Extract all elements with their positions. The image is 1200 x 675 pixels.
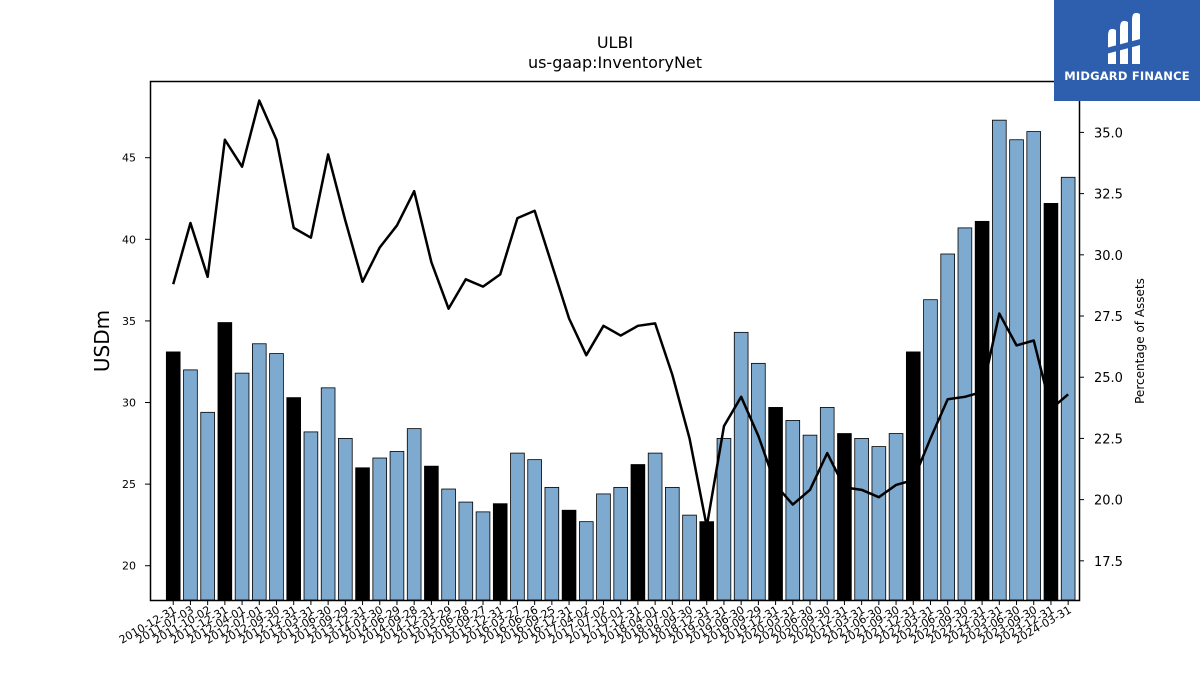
bar	[441, 488, 456, 601]
bar	[578, 521, 594, 601]
bar	[905, 351, 921, 601]
bar	[217, 322, 233, 601]
y-tick-label: 20	[122, 560, 136, 573]
bar	[372, 457, 388, 601]
bar	[269, 353, 284, 601]
y-axis: 20 25 30 35 40 45	[122, 152, 150, 573]
y2-tick-label: 35.0	[1094, 126, 1123, 141]
bar	[768, 407, 783, 601]
bar	[492, 503, 508, 601]
bar	[957, 227, 973, 601]
bar	[647, 452, 663, 601]
bar	[200, 411, 215, 601]
y-tick-label: 35	[122, 315, 136, 328]
bar	[458, 501, 474, 601]
bar	[819, 407, 835, 601]
bar	[1060, 176, 1076, 601]
bar	[854, 438, 869, 601]
bar	[871, 446, 887, 601]
bar	[613, 486, 628, 601]
brand-logo: MIDGARD FINANCE	[1054, 0, 1200, 101]
bar	[338, 438, 353, 601]
x-axis: 2010-12-312011-07-032011-10-022011-12-31…	[117, 600, 1074, 647]
bar	[837, 433, 852, 601]
y-tick-label: 30	[122, 397, 136, 410]
bar	[424, 465, 439, 601]
y2-tick-label: 25.0	[1094, 371, 1123, 386]
bar	[888, 433, 904, 601]
y-tick-label: 45	[122, 152, 136, 165]
bar	[389, 451, 405, 601]
bar	[699, 521, 715, 601]
pct-of-assets-line	[172, 99, 1069, 528]
y-tick-label: 25	[122, 478, 136, 491]
bar	[733, 331, 749, 601]
y2-axis-label: Percentage of Assets	[1133, 278, 1147, 404]
chart-title: ULBI	[597, 33, 633, 52]
bar	[940, 253, 955, 601]
bar	[165, 351, 181, 601]
plot-frame	[149, 80, 1081, 602]
bar	[1009, 139, 1024, 601]
bar	[320, 387, 336, 601]
y2-tick-label: 17.5	[1094, 555, 1123, 570]
pct-line-series	[172, 99, 1069, 528]
y2-axis: 17.5 20.0 22.5 25.0 27.5 30.0 32.5 35.0	[1079, 126, 1123, 570]
y-tick-label: 40	[122, 233, 136, 246]
brand-name: MIDGARD FINANCE	[1064, 69, 1190, 83]
y-axis-label: USDm	[90, 310, 114, 372]
bar	[1043, 203, 1059, 601]
bar	[974, 220, 990, 601]
bar	[992, 119, 1007, 601]
bar	[630, 464, 646, 601]
bar	[355, 467, 370, 601]
bar	[802, 434, 818, 601]
midgard-logo-icon	[1106, 12, 1144, 64]
y2-tick-label: 32.5	[1094, 188, 1123, 203]
bar	[286, 397, 301, 601]
y2-tick-label: 30.0	[1094, 249, 1123, 264]
bar	[183, 369, 198, 601]
chart-subtitle: us-gaap:InventoryNet	[528, 53, 702, 72]
bar	[751, 362, 766, 601]
bar-series	[165, 119, 1076, 601]
bar	[475, 511, 491, 601]
bar	[406, 428, 422, 601]
bar	[251, 343, 267, 601]
y2-tick-label: 22.5	[1094, 432, 1123, 447]
bar	[303, 431, 319, 601]
bar	[785, 420, 801, 601]
bar	[665, 486, 680, 601]
bar	[1026, 131, 1042, 601]
bar	[544, 486, 560, 601]
bar	[596, 493, 611, 601]
y2-tick-label: 20.0	[1094, 494, 1123, 509]
bar	[561, 509, 577, 601]
y2-tick-label: 27.5	[1094, 310, 1123, 325]
bar	[716, 438, 732, 601]
bar	[234, 372, 250, 601]
bar	[682, 514, 697, 601]
bar	[527, 459, 542, 601]
bar	[510, 452, 525, 601]
